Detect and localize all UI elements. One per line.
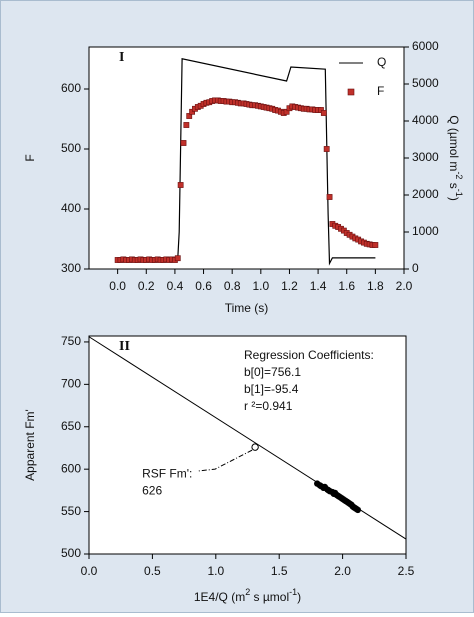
x-tick-label: 1.2 xyxy=(281,279,298,293)
x-axis-label-part: s µmol xyxy=(250,590,289,604)
f-point xyxy=(177,182,184,188)
x-axis-label-part: 2 xyxy=(245,587,250,597)
y-tick-label: 550 xyxy=(61,504,81,518)
x-tick-label: 0.8 xyxy=(224,279,241,293)
plot-area xyxy=(88,335,407,555)
x-axis-label: Time (s) xyxy=(225,301,269,315)
q-line xyxy=(117,58,376,266)
y-tick-label: 300 xyxy=(61,261,81,275)
y2-tick-label: 0 xyxy=(412,261,419,275)
y2-tick-label: 2000 xyxy=(412,187,439,201)
y2-tick-label: 5000 xyxy=(412,76,439,90)
x-tick-label: 1.0 xyxy=(207,564,224,578)
rsf-point xyxy=(251,443,259,451)
y-axis-label: Apparent Fm' xyxy=(23,409,37,481)
panel-label: I xyxy=(119,50,124,65)
x-axis-label-part: 1E4/Q (m xyxy=(194,590,245,604)
x-tick-label: 0.6 xyxy=(195,279,212,293)
panel-label: II xyxy=(119,339,130,354)
y-tick-label: 650 xyxy=(61,419,81,433)
y-tick-label: 500 xyxy=(61,546,81,560)
x-tick-label: 0.0 xyxy=(109,279,126,293)
y2-axis-label-part: s xyxy=(447,179,461,188)
y-tick-label: 750 xyxy=(61,334,81,348)
x-tick-label: 2.0 xyxy=(334,564,351,578)
f-point xyxy=(323,146,330,152)
regression-coefficient: b[0]=756.1 xyxy=(244,365,301,379)
y2-tick-label: 1000 xyxy=(412,224,439,238)
point xyxy=(354,506,362,514)
y2-axis-label: Q (µmol m-2 s-1) xyxy=(447,115,464,201)
f-point xyxy=(174,255,181,262)
legend-label: Q xyxy=(377,55,386,69)
y-tick-label: 500 xyxy=(61,141,81,155)
regression-heading: Regression Coefficients: xyxy=(244,348,374,362)
y2-axis-label-part: -2 xyxy=(454,171,464,179)
x-axis-label-part: ) xyxy=(297,590,301,604)
y2-axis-label-part: Q (µmol m xyxy=(447,115,461,171)
x-tick-label: 0.2 xyxy=(138,279,155,293)
x-tick-label: 0.5 xyxy=(144,564,161,578)
rsf-label: RSF Fm': xyxy=(142,466,192,480)
y2-axis-label-part: -1 xyxy=(454,189,464,197)
f-point xyxy=(320,110,327,116)
x-tick-label: 1.0 xyxy=(252,279,269,293)
x-tick-label: 2.5 xyxy=(398,564,415,578)
y-tick-label: 600 xyxy=(61,81,81,95)
x-tick-label: 1.5 xyxy=(271,564,288,578)
x-axis-label: 1E4/Q (m2 s µmol-1) xyxy=(194,587,301,604)
f-point xyxy=(183,122,190,128)
legend-marker xyxy=(347,88,355,96)
y-tick-label: 700 xyxy=(61,377,81,391)
rsf-value: 626 xyxy=(142,483,162,497)
f-point xyxy=(326,194,333,200)
x-tick-label: 0.0 xyxy=(81,564,98,578)
x-tick-label: 0.4 xyxy=(167,279,184,293)
f-point xyxy=(372,242,379,248)
legend-label: F xyxy=(377,84,384,98)
x-tick-label: 2.0 xyxy=(396,279,413,293)
x-tick-label: 1.6 xyxy=(338,279,355,293)
y2-axis-label-part: ) xyxy=(447,197,461,201)
y-tick-label: 600 xyxy=(61,461,81,475)
y2-tick-label: 3000 xyxy=(412,150,439,164)
regression-coefficient: r ²=0.941 xyxy=(244,399,293,413)
y-tick-label: 400 xyxy=(61,201,81,215)
x-axis-label-part: -1 xyxy=(289,587,297,597)
x-tick-label: 1.4 xyxy=(310,279,327,293)
regression-coefficient: b[1]=-95.4 xyxy=(244,382,299,396)
y2-tick-label: 6000 xyxy=(412,39,439,53)
rsf-leader xyxy=(197,449,253,472)
x-tick-label: 1.8 xyxy=(367,279,384,293)
y2-tick-label: 4000 xyxy=(412,113,439,127)
f-point xyxy=(180,140,187,146)
y-axis-label: F xyxy=(23,154,37,161)
